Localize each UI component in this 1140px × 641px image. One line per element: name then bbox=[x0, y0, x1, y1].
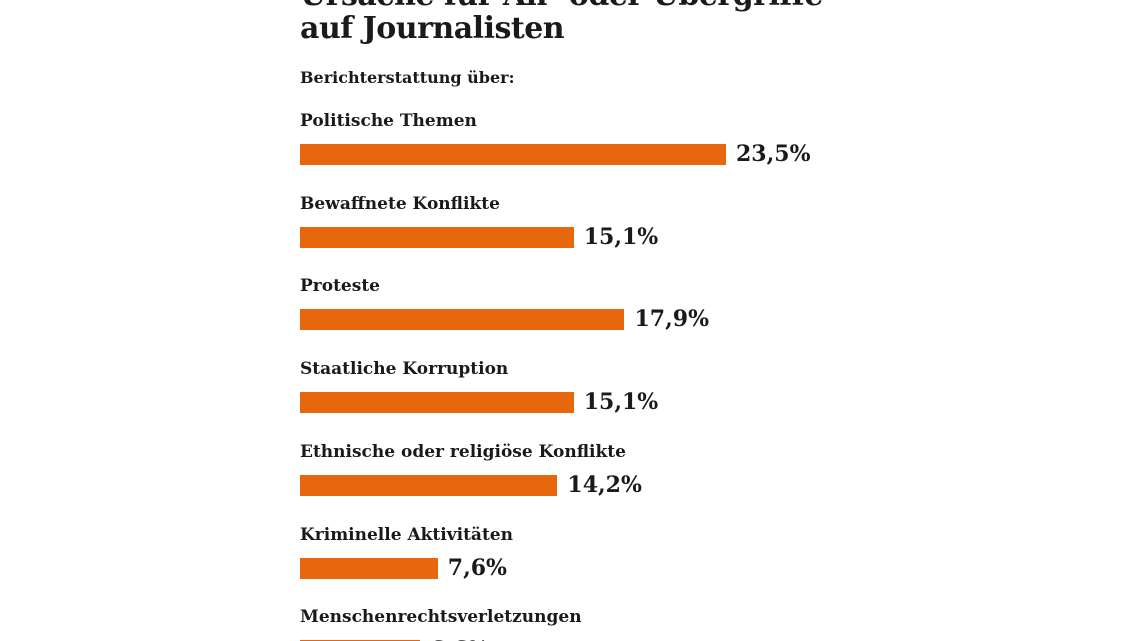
chart-subtitle: Berichterstattung über: bbox=[300, 68, 515, 87]
category-label: Bewaffnete Konflikte bbox=[300, 193, 500, 214]
category-label: Menschenrechtsverletzungen bbox=[300, 607, 582, 628]
value-label: 23,5% bbox=[736, 141, 811, 167]
value-label: 7,6% bbox=[447, 554, 507, 581]
category-label: Kriminelle Aktivitäten bbox=[300, 524, 513, 545]
bar bbox=[300, 474, 558, 496]
bar bbox=[300, 309, 625, 331]
category-label: Ethnische oder religiöse Konflikte bbox=[300, 441, 626, 462]
value-label: 15,1% bbox=[583, 223, 659, 250]
bar bbox=[300, 392, 574, 414]
category-label: Politische Themen bbox=[300, 111, 477, 131]
value-label: 6,6% bbox=[430, 637, 489, 641]
bar bbox=[300, 557, 438, 579]
value-label: 17,9% bbox=[634, 306, 709, 333]
bar bbox=[300, 226, 574, 248]
value-label: 14,2% bbox=[567, 471, 642, 498]
value-label: 15,1% bbox=[583, 389, 659, 416]
category-label: Proteste bbox=[300, 276, 380, 297]
chart-title-line-1: Ursache für An- oder Übergriffe bbox=[300, 0, 823, 13]
chart-title-line-2: auf Journalisten bbox=[300, 11, 565, 46]
category-label: Staatliche Korruption bbox=[300, 359, 509, 380]
bar bbox=[300, 144, 726, 165]
